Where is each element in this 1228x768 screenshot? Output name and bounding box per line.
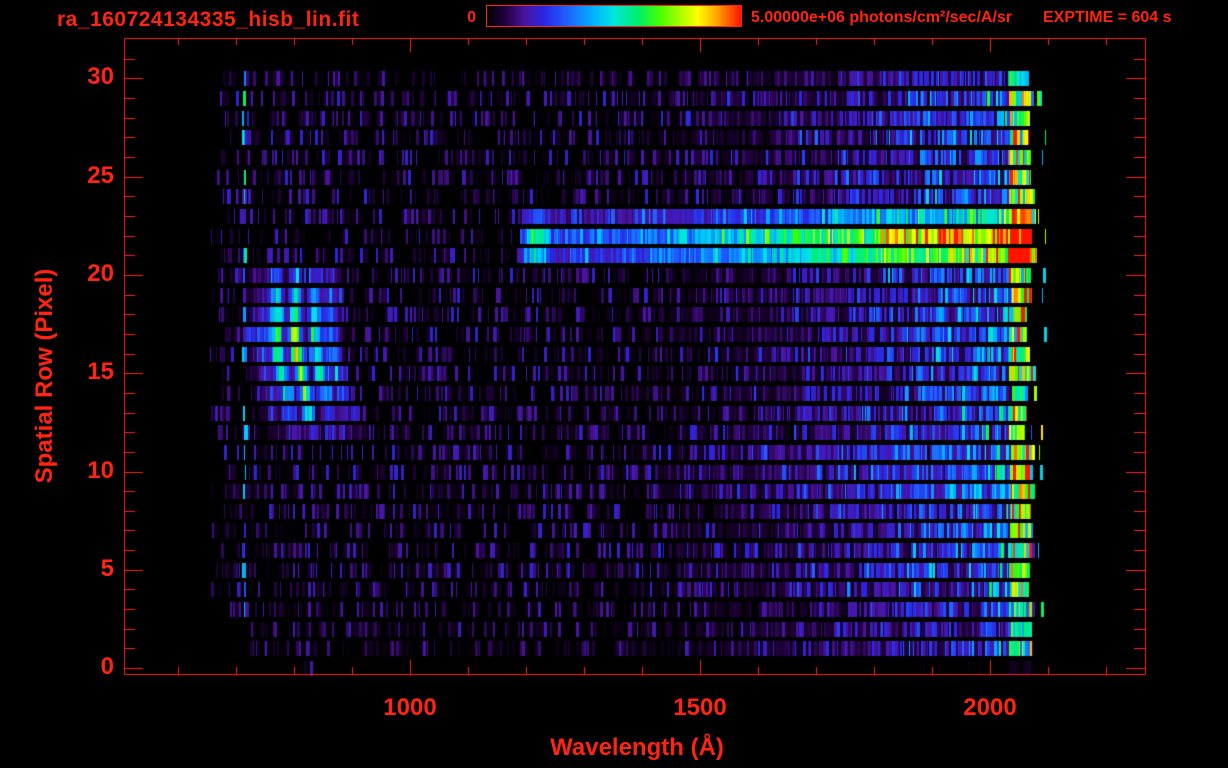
y-tick-label: 25 <box>87 162 114 189</box>
y-tick-label: 10 <box>87 457 114 484</box>
y-tick-label: 5 <box>100 555 114 582</box>
y-tick-label: 15 <box>87 358 114 385</box>
y-tick-label: 30 <box>87 63 114 90</box>
y-tick-label: 0 <box>100 653 114 680</box>
x-tick-label: 2000 <box>963 694 1017 721</box>
x-axis-title: Wavelength (Å) <box>550 734 724 761</box>
y-tick-label: 20 <box>87 260 114 287</box>
x-tick-label: 1000 <box>383 694 437 721</box>
x-tick-label: 1500 <box>673 694 727 721</box>
y-axis-title: Spatial Row (Pixel) <box>31 268 58 484</box>
